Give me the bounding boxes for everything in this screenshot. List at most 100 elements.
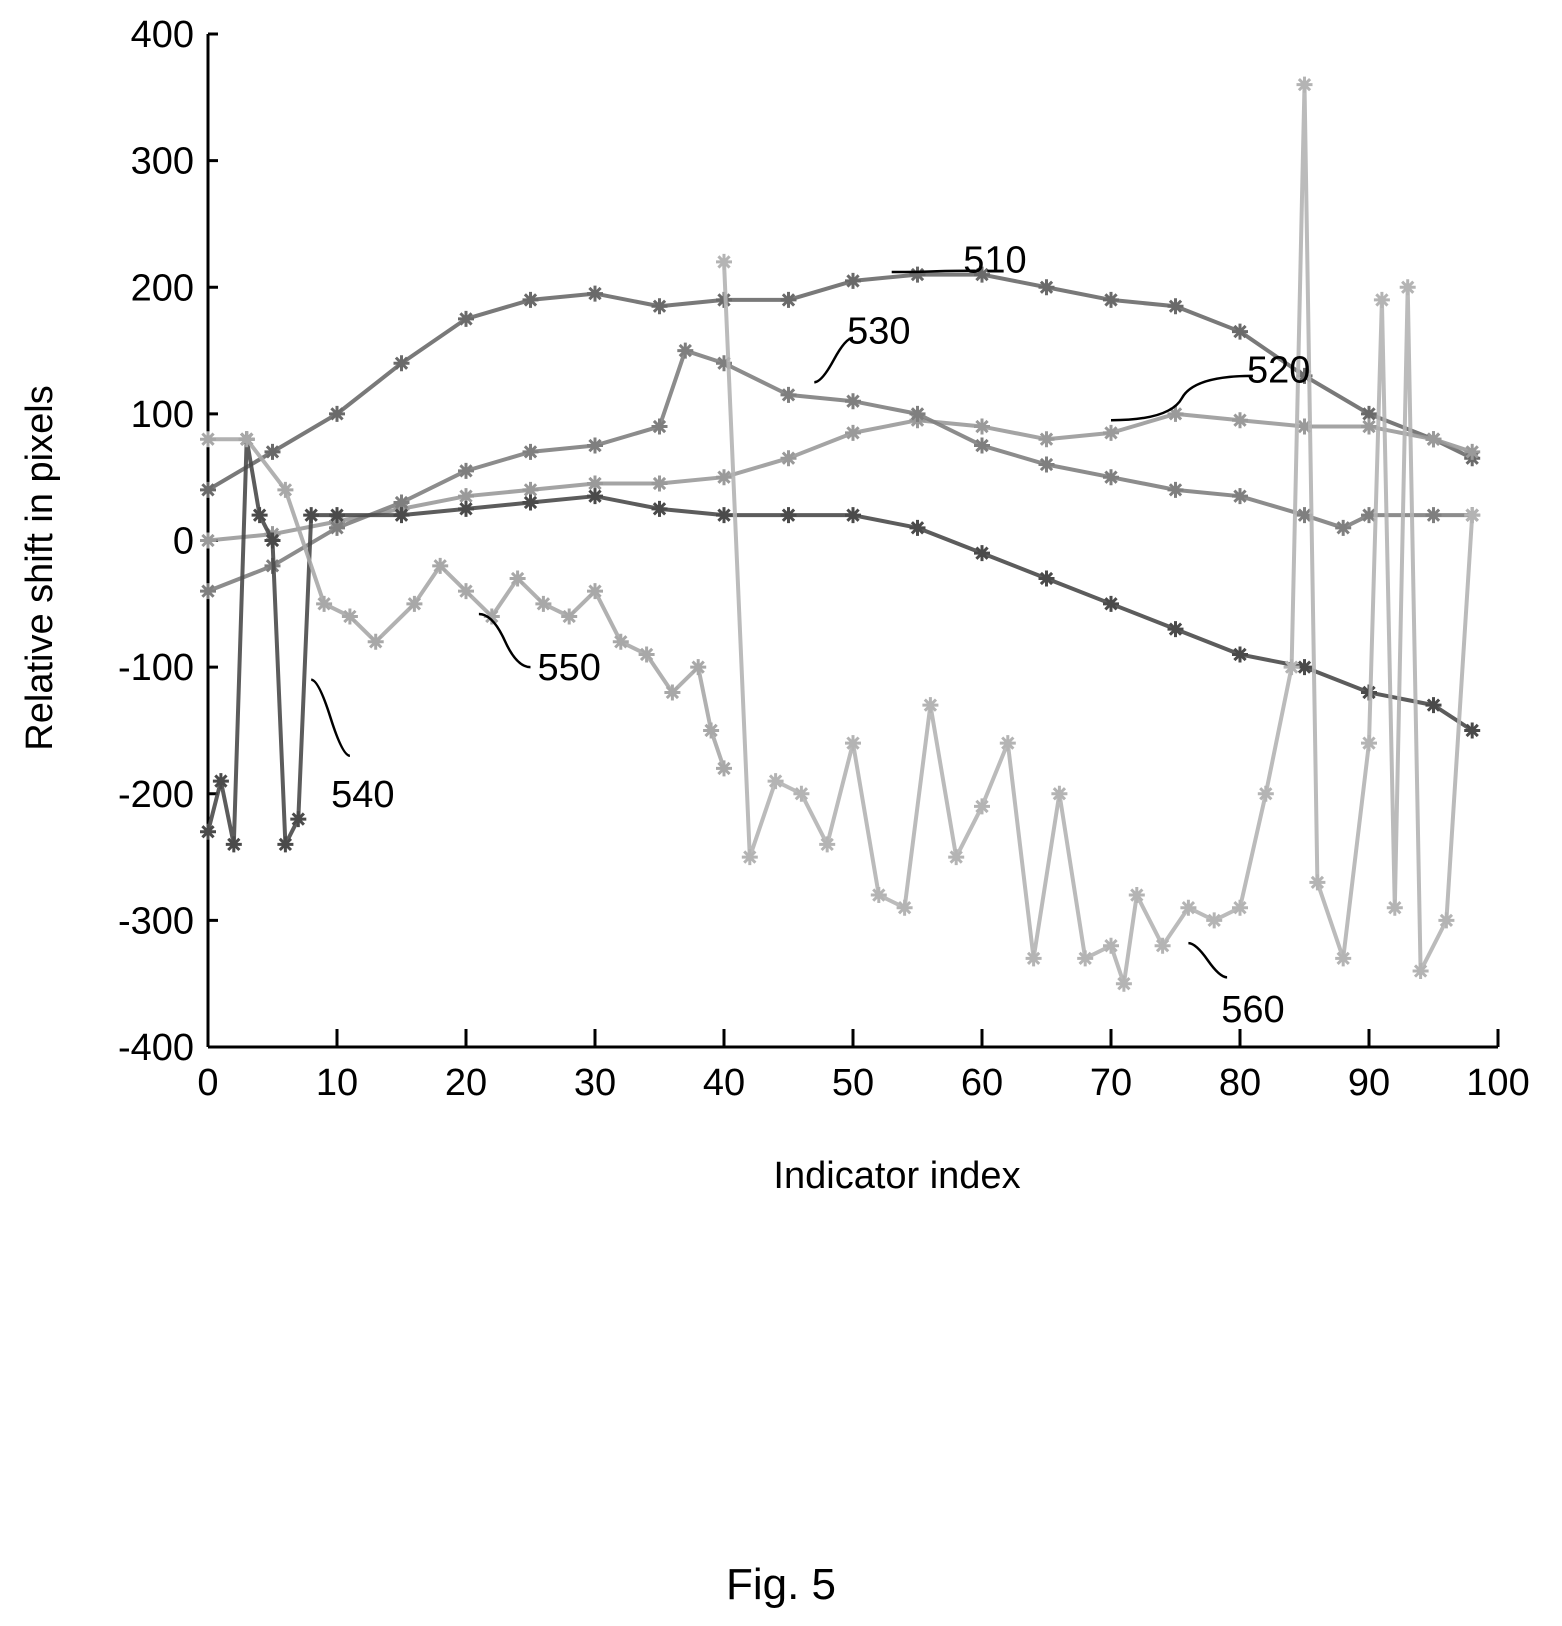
series-550-point [458, 583, 474, 600]
series-540-point [651, 500, 668, 517]
series-550-point [664, 684, 681, 701]
series-540-point [329, 507, 345, 524]
series-510-point [329, 405, 345, 422]
annotation-layer: 510 520 530 540 550 560 [310, 239, 1310, 1031]
series-560-point [1115, 975, 1132, 992]
series-550-point [690, 659, 707, 676]
series-550-point [277, 481, 294, 498]
series-540-point [1464, 722, 1481, 739]
series-550-point [316, 595, 333, 612]
series-520-point [458, 488, 474, 505]
series-560-point [1206, 912, 1223, 929]
series-530-point [200, 583, 216, 600]
series-510-point [393, 355, 410, 372]
series-550-point [561, 608, 578, 625]
series-560-point [1025, 950, 1042, 967]
series-510-point [845, 272, 861, 289]
series-550-point [238, 431, 255, 448]
series-560-point [1386, 899, 1403, 916]
series-540-point [587, 488, 603, 505]
series-540-point [974, 545, 990, 562]
series-540-point [1232, 646, 1248, 663]
series-510-point [1232, 323, 1248, 340]
series-510-point [1361, 405, 1377, 422]
series-540 [200, 431, 1481, 853]
series-560-point [1051, 785, 1068, 802]
series-560-line [722, 82, 1475, 986]
annotation-leader-520 [1110, 374, 1253, 422]
series-540-point [522, 494, 539, 511]
series-540-point [290, 811, 307, 828]
series-550-point [587, 583, 603, 600]
series-550-point [638, 646, 655, 663]
y-tick-label: 0 [173, 521, 194, 563]
series-540-point [251, 507, 268, 524]
series-540-point [277, 836, 294, 853]
series-550 [200, 431, 732, 777]
series-560-point [1361, 735, 1377, 752]
x-tick-label: 30 [574, 1062, 616, 1104]
series-520 [200, 405, 1481, 549]
series-550-point [432, 557, 449, 574]
series-540-point [1167, 621, 1184, 638]
series-560-point [1335, 950, 1352, 967]
annotation-label-550: 550 [537, 647, 600, 689]
series-530-point [393, 494, 410, 511]
series-560-point [1154, 937, 1171, 954]
series-530-point [1103, 469, 1119, 486]
series-550-point [703, 722, 720, 739]
series-520-point [1232, 412, 1248, 429]
series-530-point [329, 519, 345, 536]
series-560-point [1296, 76, 1313, 93]
series-540-point [845, 507, 861, 524]
series-540-point [200, 823, 216, 840]
series-layer [200, 76, 1481, 992]
y-tick-label: -400 [118, 1027, 194, 1069]
x-tick-label: 60 [961, 1062, 1003, 1104]
y-tick-label: 300 [131, 141, 194, 183]
series-510-point [651, 298, 668, 315]
series-540-point [1038, 570, 1055, 587]
series-540-point [303, 507, 320, 524]
series-560 [716, 76, 1481, 992]
series-510-point [1038, 279, 1055, 296]
series-560-point [896, 899, 913, 916]
annotation-leader-560 [1188, 941, 1228, 979]
series-560-point [974, 798, 990, 815]
series-510-point [587, 285, 603, 302]
y-axis-title: Relative shift in pixels [19, 385, 61, 750]
series-520-point [716, 469, 732, 486]
series-520-point [845, 424, 861, 441]
series-540-point [909, 519, 926, 536]
series-560-point [1438, 912, 1455, 929]
series-550-point [535, 595, 552, 612]
y-tick-label: 100 [131, 394, 194, 436]
series-530-point [522, 443, 539, 460]
series-550-point [612, 633, 629, 650]
x-tick-label: 80 [1219, 1062, 1261, 1104]
series-560-point [1103, 937, 1119, 954]
series-530-point [677, 342, 694, 359]
series-520-point [780, 450, 797, 467]
series-560-point [999, 735, 1016, 752]
series-560-point [1180, 899, 1197, 916]
series-560-point [845, 735, 861, 752]
series-550-point [716, 760, 732, 777]
series-530-point [909, 405, 926, 422]
series-560-point [1373, 291, 1390, 308]
series-540-point [1425, 697, 1442, 714]
series-560-point [1283, 659, 1300, 676]
series-520-point [1361, 418, 1377, 435]
series-530-point [1361, 507, 1377, 524]
series-510-point [909, 266, 926, 283]
series-520-point [1464, 443, 1481, 460]
y-tick-label: -300 [118, 900, 194, 942]
series-530-point [458, 462, 474, 479]
series-540-point [1103, 595, 1119, 612]
series-520-point [1167, 405, 1184, 422]
series-550-point [200, 431, 216, 448]
series-560-point [1077, 950, 1094, 967]
annotation-label-540: 540 [331, 774, 394, 816]
